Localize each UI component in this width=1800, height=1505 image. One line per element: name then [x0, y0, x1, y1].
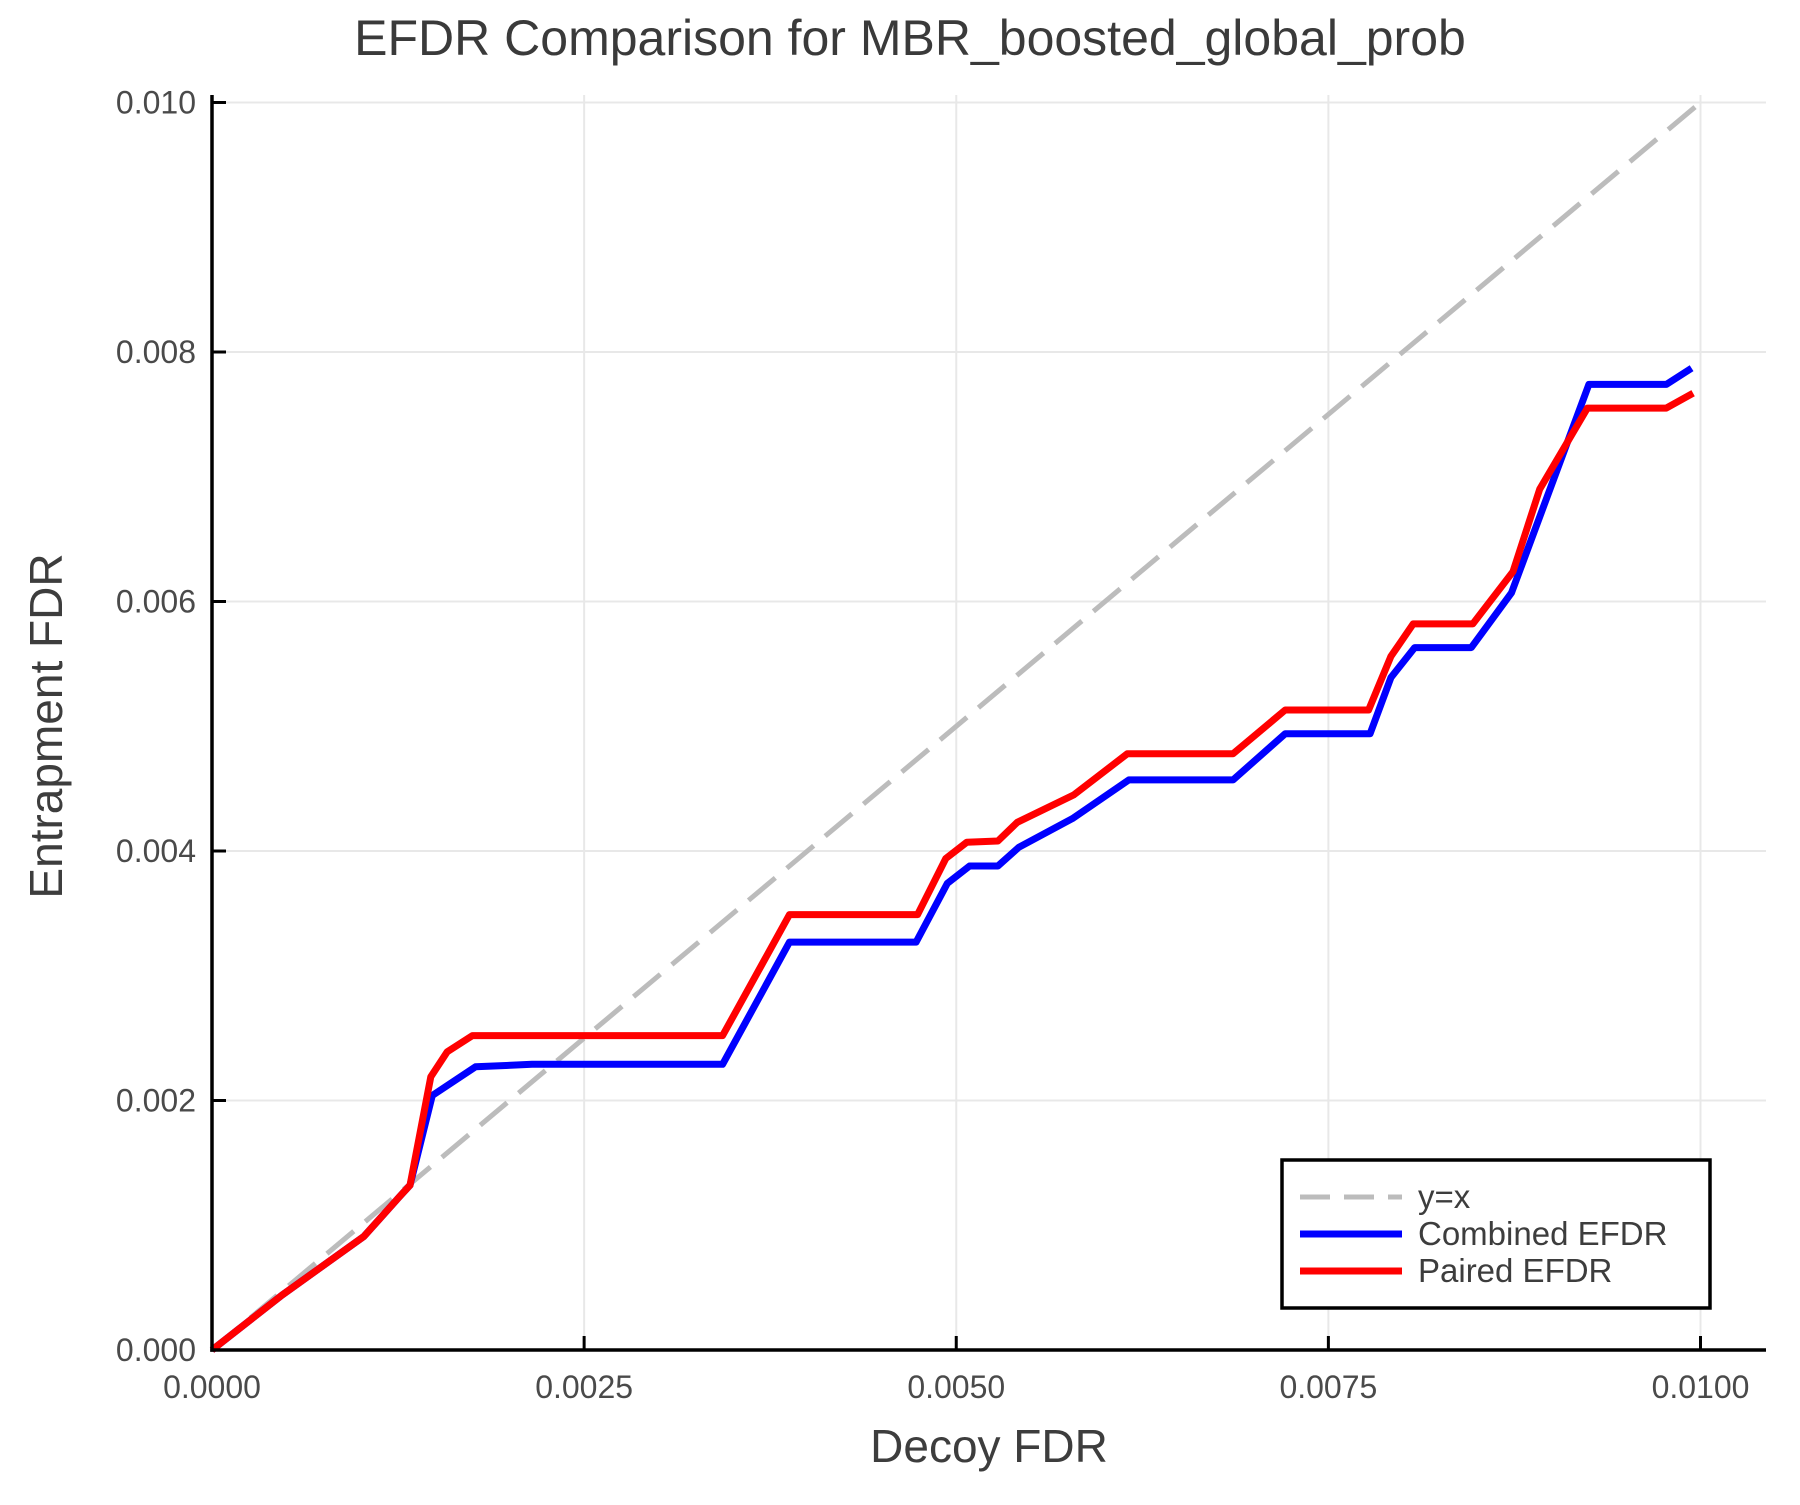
series-line-paired-efdr [209, 390, 1695, 1353]
y-tick-label: 0.006 [116, 583, 196, 619]
x-tick-label: 0.0075 [1279, 1369, 1377, 1405]
y-tick-label: 0.000 [116, 1332, 196, 1368]
x-tick-label: 0.0000 [163, 1369, 261, 1405]
x-tick-label: 0.0025 [535, 1369, 633, 1405]
y-tick-label: 0.010 [116, 84, 196, 120]
legend-label-combined-efdr: Combined EFDR [1418, 1215, 1667, 1252]
chart-title: EFDR Comparison for MBR_boosted_global_p… [354, 10, 1466, 66]
legend-label-paired-efdr: Paired EFDR [1418, 1252, 1612, 1289]
series-lines [209, 100, 1703, 1353]
x-tick-label: 0.0100 [1652, 1369, 1750, 1405]
tick-labels: 0.0000 0.0025 0.0050 0.0075 0.0100 0.000 0.002… [116, 84, 1750, 1405]
series-line-y-x [210, 100, 1703, 1352]
axes-spines-and-ticks [210, 95, 1766, 1352]
y-tick-label: 0.002 [116, 1082, 196, 1118]
y-axis-label: Entrapment FDR [20, 553, 72, 898]
y-tick-label: 0.008 [116, 334, 196, 370]
x-axis-label: Decoy FDR [870, 1420, 1108, 1472]
x-tick-label: 0.0050 [907, 1369, 1005, 1405]
y-tick-label: 0.004 [116, 833, 196, 869]
legend-label-y-x: y=x [1418, 1178, 1471, 1215]
